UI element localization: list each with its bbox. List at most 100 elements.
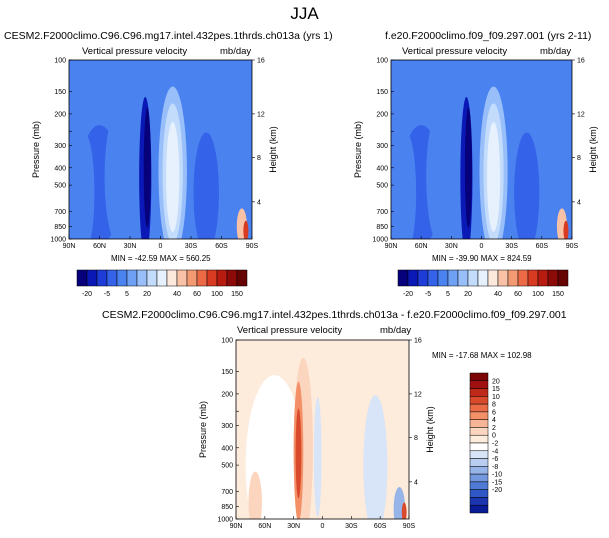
panel2-y2label: Height (km)	[588, 126, 598, 173]
panel2-contour-region	[514, 132, 540, 239]
panel2-colorbar-box	[477, 269, 489, 287]
panel1-ytick-label: 300	[54, 143, 66, 150]
panel3-colorbar-box	[469, 481, 489, 490]
panel2-colorbar-box	[537, 269, 549, 287]
panel1-colorbar-box	[186, 269, 198, 287]
panel3-ytick-label: 200	[221, 391, 233, 398]
panel1-xtick-label: 0	[159, 243, 163, 250]
panel2-colorbar-box	[517, 269, 529, 287]
panel1-xtick-label: 60N	[93, 243, 106, 250]
panel3-contour-region	[363, 395, 388, 519]
panel3-colorbar-box	[469, 504, 489, 514]
panel2-title: f.e20.F2000climo.f09_f09.297.001 (yrs 2-…	[385, 30, 592, 42]
panel1-colorbar-box	[76, 269, 88, 287]
panel1-colorbar-label: 5	[125, 291, 129, 298]
panel1-contour-region	[193, 132, 219, 239]
panel2-contour-region	[487, 121, 501, 232]
panel3-y2tick-label: 4	[414, 479, 418, 486]
panel2-ytick-label: 1000	[372, 237, 388, 244]
panel2-colorbar-label: -5	[425, 291, 431, 298]
panel2-colorbar-label: 20	[464, 291, 472, 298]
panel1-ytick-label: 150	[54, 89, 66, 96]
panel2-colorbar-label: -20	[403, 291, 413, 298]
panel3-contour-region	[248, 471, 262, 519]
panel3-ytick-label: 300	[221, 423, 233, 430]
panel1-xtick-label: 90S	[246, 243, 259, 250]
panel2-ytick-label: 500	[376, 183, 388, 190]
panel2-colorbar-box	[437, 269, 449, 287]
panel1-colorbar-label: 20	[143, 291, 151, 298]
panel3-ytick-label: 850	[221, 504, 233, 511]
panel1-ytick-label: 1000	[50, 237, 66, 244]
panel2-ytick-label: 700	[376, 209, 388, 216]
panel3-xtick-label: 90S	[403, 523, 416, 530]
panel3-ytick-label: 100	[221, 338, 233, 345]
panel2-xtick-label: 60N	[415, 243, 428, 250]
panel1-contour-region	[243, 220, 249, 239]
panel1-y2tick-label: 12	[257, 111, 265, 118]
panel3-ytick-label: 1000	[217, 517, 233, 524]
panel2-colorbar-box	[407, 269, 419, 287]
panel3-y2tick-label: 8	[414, 435, 418, 442]
panel3-subtitle-left: Vertical pressure velocity	[237, 325, 343, 336]
panel1-y2tick-label: 16	[257, 58, 265, 65]
panel1-contour-region	[166, 121, 180, 232]
panel3-colorbar-label: 15	[492, 386, 500, 393]
panel2-colorbar-box	[457, 269, 469, 287]
panel1-contour-region	[143, 107, 151, 228]
panel2-colorbar-box	[427, 269, 439, 287]
panel3-colorbar-box	[469, 396, 489, 405]
panel1-colorbar-box	[156, 269, 168, 287]
panel1-xtick-label: 30S	[185, 243, 198, 250]
panel1-colorbar-label: 150	[231, 291, 243, 298]
panel1-colorbar-box	[86, 269, 98, 287]
panel2-ytick-label: 850	[376, 224, 388, 231]
panel3-ylabel: Pressure (mb)	[198, 401, 208, 458]
panel3-ytick-label: 150	[221, 369, 233, 376]
panel2-stats: MIN = -39.90 MAX = 824.59	[432, 254, 532, 263]
panel3-contour-region	[323, 367, 341, 519]
panel1-colorbar-box	[176, 269, 188, 287]
panel3-contour-region	[401, 502, 407, 519]
panel1-contour-region	[104, 106, 136, 239]
panel2-colorbar-label: 60	[514, 291, 522, 298]
panel2-ytick-label: 200	[376, 111, 388, 118]
panel3-colorbar-box	[469, 489, 489, 498]
panel2-colorbar-label: 40	[494, 291, 502, 298]
panel2-y2tick-label: 4	[577, 199, 581, 206]
panel3-ytick-label: 400	[221, 445, 233, 452]
panel2-xtick-label: 30N	[445, 243, 458, 250]
panel3-colorbar-label: -4	[492, 448, 498, 455]
panel1-ytick-label: 500	[54, 183, 66, 190]
panel1-ytick-label: 850	[54, 224, 66, 231]
panel3-y2label: Height (km)	[425, 406, 435, 453]
panel2-colorbar-label: 100	[532, 291, 544, 298]
panel3-colorbar-label: -20	[492, 487, 502, 494]
panel1-xtick-label: 90N	[63, 243, 76, 250]
panel2-colorbar-box	[397, 269, 409, 287]
panel1-stats: MIN = -42.59 MAX = 560.25	[111, 254, 211, 263]
panel1-contour-region	[74, 132, 95, 239]
panel2-xtick-label: 30S	[505, 243, 518, 250]
panel3-colorbar-box	[469, 473, 489, 483]
panel1-xtick-label: 60S	[215, 243, 228, 250]
panel1-colorbar-box	[226, 269, 238, 287]
panel1-y2label: Height (km)	[268, 126, 278, 173]
panel3-colorbar-label: -6	[492, 456, 498, 463]
panel1-colorbar-box	[166, 269, 178, 287]
panel1-y2tick-label: 4	[257, 199, 261, 206]
panel1-y2tick-label: 8	[257, 155, 261, 162]
panel3-colorbar-label: 2	[492, 425, 496, 432]
panel3-colorbar-label: 10	[492, 394, 500, 401]
panel2-colorbar-box	[497, 269, 509, 287]
panel3-y2tick-label: 16	[414, 338, 422, 345]
panel1-subtitle-left: Vertical pressure velocity	[82, 46, 188, 57]
panel3-colorbar-box	[469, 419, 489, 428]
panel1-ytick-label: 700	[54, 209, 66, 216]
panel3-subtitle-right: mb/day	[380, 325, 412, 336]
panel1-ytick-label: 200	[54, 111, 66, 118]
panel3-colorbar-box	[469, 388, 489, 397]
panel2-ytick-label: 150	[376, 89, 388, 96]
panel2-colorbar-box	[557, 269, 569, 287]
